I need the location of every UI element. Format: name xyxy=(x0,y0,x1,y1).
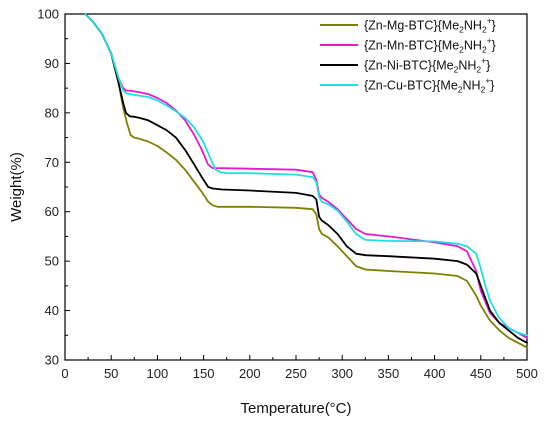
x-tick-label: 300 xyxy=(331,366,353,381)
legend-label: {Zn-Mn-BTC}{Me2NH2+} xyxy=(364,36,496,55)
x-tick-label: 100 xyxy=(147,366,169,381)
series-line-4 xyxy=(84,13,528,337)
x-tick-label: 400 xyxy=(424,366,446,381)
y-tick-label: 50 xyxy=(45,254,59,269)
y-axis-label: Weight(%) xyxy=(8,152,25,222)
legend-label: {Zn-Ni-BTC}{Me2NH2+} xyxy=(364,56,490,75)
series-line-3 xyxy=(84,13,528,344)
y-axis: 30 40 50 60 70 80 90 100 xyxy=(37,7,70,368)
x-tick-label: 0 xyxy=(61,366,68,381)
x-axis-label: Temperature(°C) xyxy=(240,400,351,417)
x-tick-label: 250 xyxy=(285,366,307,381)
x-tick-label: 50 xyxy=(104,366,118,381)
x-tick-label: 200 xyxy=(239,366,261,381)
x-tick-label: 500 xyxy=(516,366,538,381)
x-axis: 0 50 100 150 200 250 300 350 400 450 500 xyxy=(61,355,538,381)
y-tick-label: 100 xyxy=(37,7,59,22)
x-tick-label: 350 xyxy=(378,366,400,381)
y-tick-label: 70 xyxy=(45,155,59,170)
legend-label: {Zn-Cu-BTC}{Me2NH2+} xyxy=(364,76,494,95)
y-tick-label: 60 xyxy=(45,204,59,219)
legend-label: {Zn-Mg-BTC}{Me2NH2+} xyxy=(364,16,496,35)
y-tick-label: 80 xyxy=(45,105,59,120)
y-tick-label: 40 xyxy=(45,303,59,318)
y-tick-label: 30 xyxy=(45,353,59,368)
series-line-2 xyxy=(84,13,528,339)
legend: {Zn-Mg-BTC}{Me2NH2+}{Zn-Mn-BTC}{Me2NH2+}… xyxy=(320,16,496,95)
x-tick-label: 450 xyxy=(470,366,492,381)
y-tick-label: 90 xyxy=(45,56,59,71)
x-tick-label: 150 xyxy=(193,366,215,381)
series-line-1 xyxy=(84,13,528,349)
series-layer xyxy=(84,13,528,349)
